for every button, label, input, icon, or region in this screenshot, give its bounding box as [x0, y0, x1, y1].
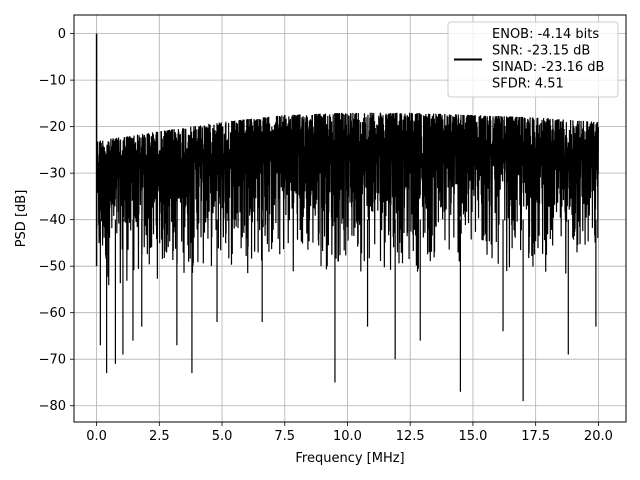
legend-box [447, 21, 619, 98]
x-tick-label: 0.0 [86, 429, 107, 444]
x-tick-label: 12.5 [396, 429, 425, 444]
legend-sfdr: SFDR: 4.51 [492, 77, 564, 92]
y-tick-label: −60 [39, 306, 66, 321]
x-tick-label: 15.0 [458, 429, 487, 444]
y-tick-label: −40 [39, 213, 66, 228]
y-tick-label: −20 [39, 120, 66, 135]
series-psd [95, 33, 599, 402]
x-tick-label: 5.0 [212, 429, 233, 444]
x-tick-label: 2.5 [149, 429, 170, 444]
legend-snr: SNR: -23.15 dB [492, 44, 590, 59]
legend-enob: ENOB: -4.14 bits [492, 27, 599, 42]
y-tick-label: 0 [58, 27, 66, 42]
legend: ENOB: -4.14 bits SNR: -23.15 dB SINAD: -… [447, 21, 619, 98]
y-tick-label: −50 [39, 260, 66, 275]
x-axis-label: Frequency [MHz] [295, 451, 404, 466]
x-tick-label: 10.0 [333, 429, 362, 444]
y-tick-label: −70 [39, 353, 66, 368]
psd-line [95, 112, 599, 402]
y-tick-label: −80 [39, 399, 66, 414]
y-axis-label: PSD [dB] [14, 190, 29, 248]
y-tick-label: −30 [39, 167, 66, 182]
x-tick-label: 20.0 [584, 429, 613, 444]
plot-frame [73, 14, 627, 423]
x-axis: 0.0 2.5 5.0 7.5 10.0 12.5 15.0 17.5 20.0 [86, 422, 613, 444]
legend-sinad: SINAD: -23.16 dB [492, 60, 604, 75]
x-tick-label: 7.5 [274, 429, 295, 444]
x-tick-label: 17.5 [521, 429, 550, 444]
y-axis: 0 −10 −20 −30 −40 −50 −60 −70 −80 [39, 27, 74, 414]
y-tick-label: −10 [39, 74, 66, 89]
